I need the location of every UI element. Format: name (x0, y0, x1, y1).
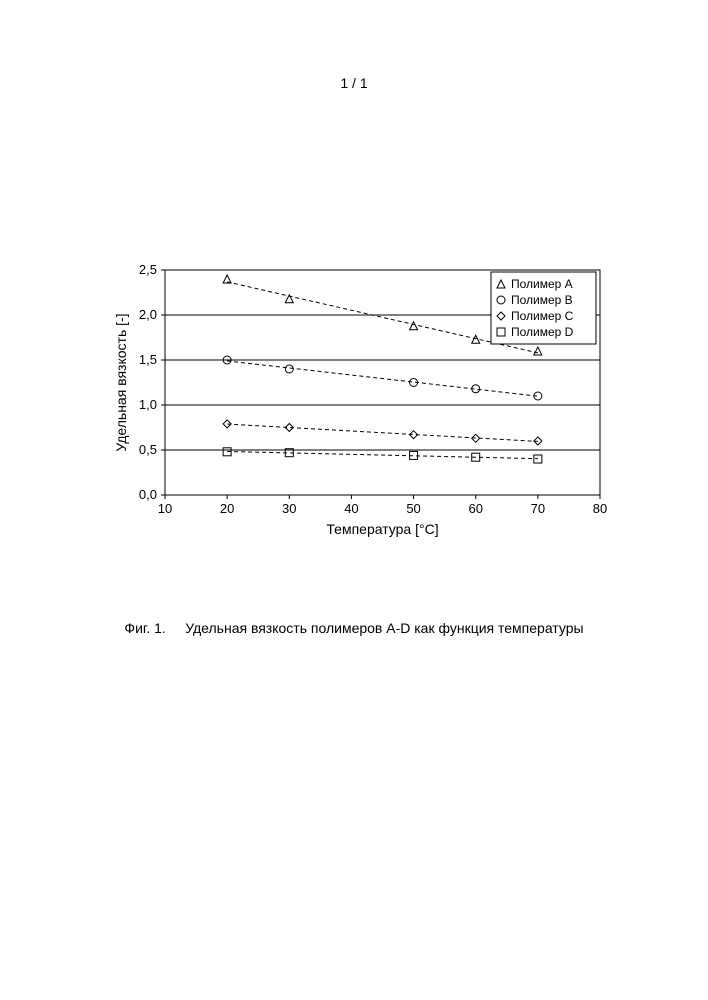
svg-text:1,5: 1,5 (139, 352, 157, 367)
svg-text:Температура [°C]: Температура [°C] (326, 521, 438, 537)
page-number: 1 / 1 (0, 75, 708, 91)
chart-svg: 0,0 0,5 1,0 1,5 2,0 2,5 10 20 30 40 50 60 70 80 Темпер… (110, 260, 610, 540)
svg-text:70: 70 (531, 501, 545, 516)
svg-text:2,0: 2,0 (139, 307, 157, 322)
svg-text:Удельная вязкость [-]: Удельная вязкость [-] (113, 313, 129, 451)
svg-text:0,0: 0,0 (139, 487, 157, 502)
svg-text:1,0: 1,0 (139, 397, 157, 412)
page: 1 / 1 0,0 0,5 1,0 1,5 2,0 2,5 10 20 30 40 50 60 70 80… (0, 0, 708, 1000)
viscosity-chart: 0,0 0,5 1,0 1,5 2,0 2,5 10 20 30 40 50 60 70 80 Темпер… (110, 260, 610, 540)
caption-text: Удельная вязкость полимеров A-D как функ… (185, 620, 583, 636)
svg-text:10: 10 (158, 501, 172, 516)
svg-text:30: 30 (282, 501, 296, 516)
figure-caption: Фиг. 1. Удельная вязкость полимеров A-D … (0, 620, 708, 636)
svg-text:50: 50 (406, 501, 420, 516)
svg-text:Полимер D: Полимер D (511, 325, 574, 339)
svg-text:Полимер C: Полимер C (511, 309, 574, 323)
svg-text:20: 20 (220, 501, 234, 516)
svg-text:40: 40 (344, 501, 358, 516)
svg-text:60: 60 (468, 501, 482, 516)
svg-text:80: 80 (593, 501, 607, 516)
svg-text:Полимер B: Полимер B (511, 293, 573, 307)
caption-prefix: Фиг. 1. (124, 620, 165, 636)
svg-text:0,5: 0,5 (139, 442, 157, 457)
svg-text:2,5: 2,5 (139, 262, 157, 277)
svg-text:Полимер A: Полимер A (511, 277, 573, 291)
